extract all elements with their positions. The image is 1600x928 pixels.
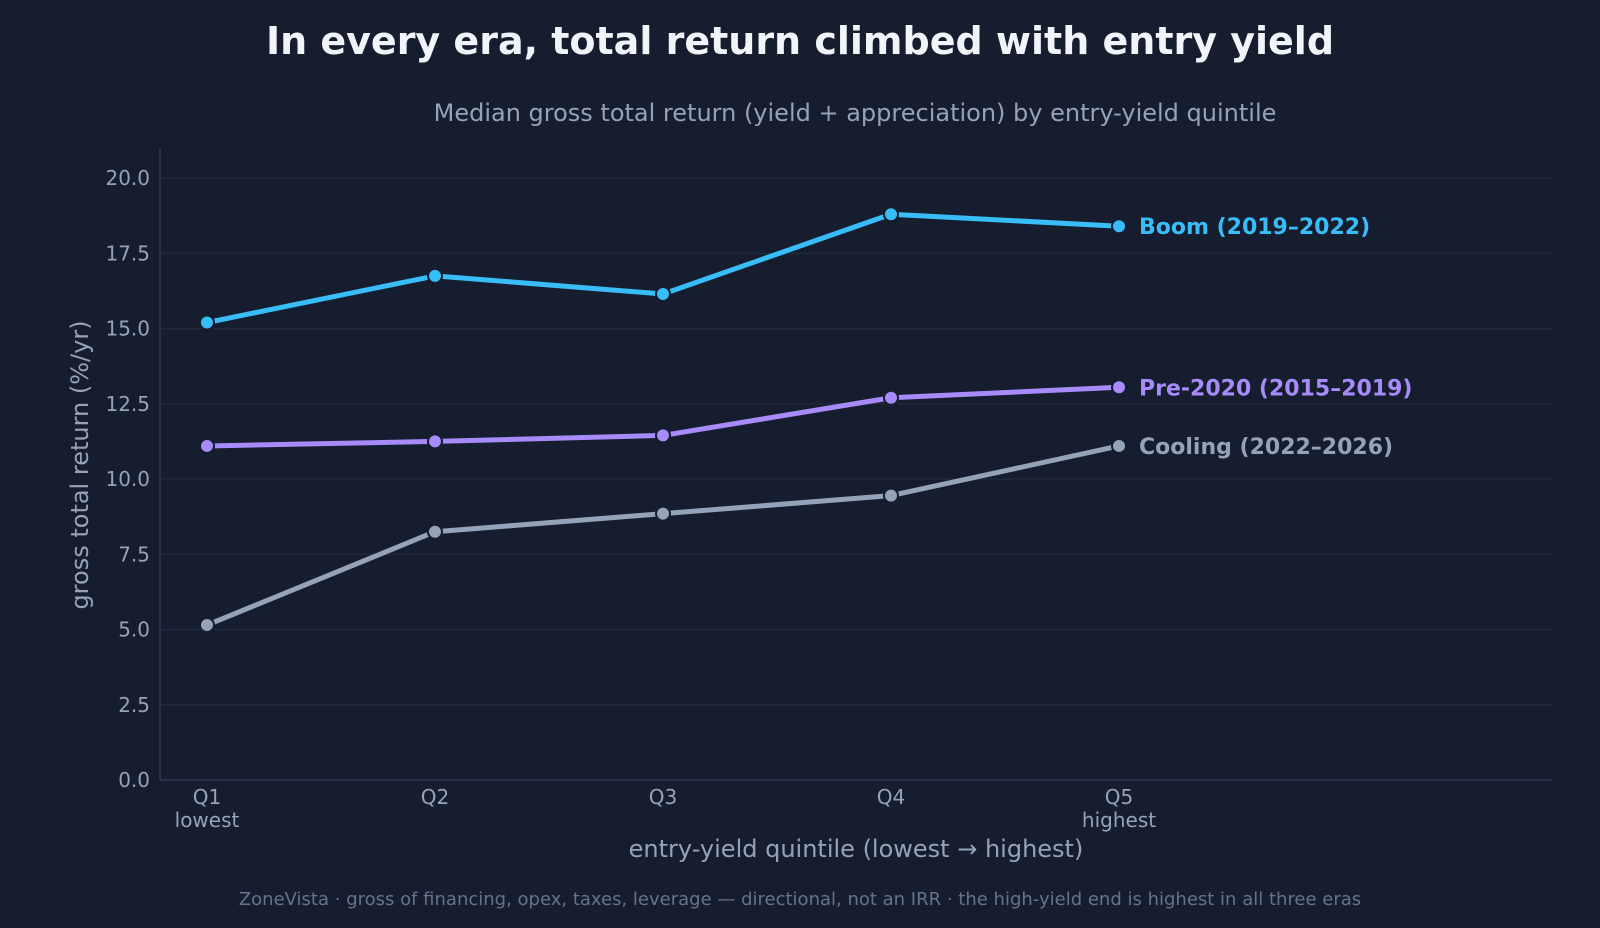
data-point: [199, 437, 215, 454]
y-tick-label: 12.5: [105, 392, 150, 416]
y-axis-label: gross total return (%/yr): [66, 320, 94, 609]
data-point: [655, 505, 671, 522]
data-point: [199, 617, 215, 634]
y-tick-label: 5.0: [118, 618, 150, 642]
x-tick-sublabel: highest: [1082, 808, 1156, 832]
data-point: [883, 487, 899, 504]
series-end-label: Pre-2020 (2015–2019): [1139, 376, 1413, 401]
series-2: Pre-2020 (2015–2019): [199, 376, 1413, 454]
series-line: [204, 211, 1122, 326]
chart-title: In every era, total return climbed with …: [266, 19, 1334, 63]
x-axis-label: entry-yield quintile (lowest → highest): [629, 835, 1084, 863]
axes: 0.0 2.5 5.0 7.5 10.0 12.5 15.0 17.5 20.0 Q1lowest…: [105, 148, 1552, 832]
y-tick-label: 10.0: [105, 467, 150, 491]
data-point: [1111, 379, 1127, 396]
series-group: Boom (2019–2022) Pre-2020 (2015–2019) Cool…: [199, 206, 1413, 634]
y-tick-label: 2.5: [118, 693, 150, 717]
data-point: [655, 285, 671, 302]
series-3: Cooling (2022–2026): [199, 435, 1393, 634]
data-point: [427, 267, 443, 284]
data-point: [883, 389, 899, 406]
series-line: [204, 443, 1122, 628]
x-tick-label: Q1: [193, 785, 221, 809]
series-end-label: Cooling (2022–2026): [1139, 435, 1393, 460]
x-tick-label: Q4: [877, 785, 905, 809]
chart-subtitle: Median gross total return (yield + appre…: [434, 99, 1277, 127]
x-tick-label: Q2: [421, 785, 449, 809]
data-point: [427, 433, 443, 450]
y-tick-label: 15.0: [105, 317, 150, 341]
y-tick-label: 17.5: [105, 241, 150, 265]
x-tick-sublabel: lowest: [175, 808, 240, 832]
y-tick-label: 0.0: [118, 768, 150, 792]
series-1: Boom (2019–2022): [199, 206, 1370, 331]
x-tick-label: Q5: [1105, 785, 1133, 809]
y-tick-label: 20.0: [105, 166, 150, 190]
footnote: ZoneVista · gross of financing, opex, ta…: [239, 889, 1361, 910]
y-tick-label: 7.5: [118, 542, 150, 566]
data-point: [1111, 218, 1127, 235]
data-point: [1111, 437, 1127, 454]
data-point: [655, 427, 671, 444]
data-point: [427, 523, 443, 540]
data-point: [883, 206, 899, 223]
data-point: [199, 314, 215, 331]
series-end-label: Boom (2019–2022): [1139, 215, 1370, 240]
x-tick-label: Q3: [649, 785, 677, 809]
